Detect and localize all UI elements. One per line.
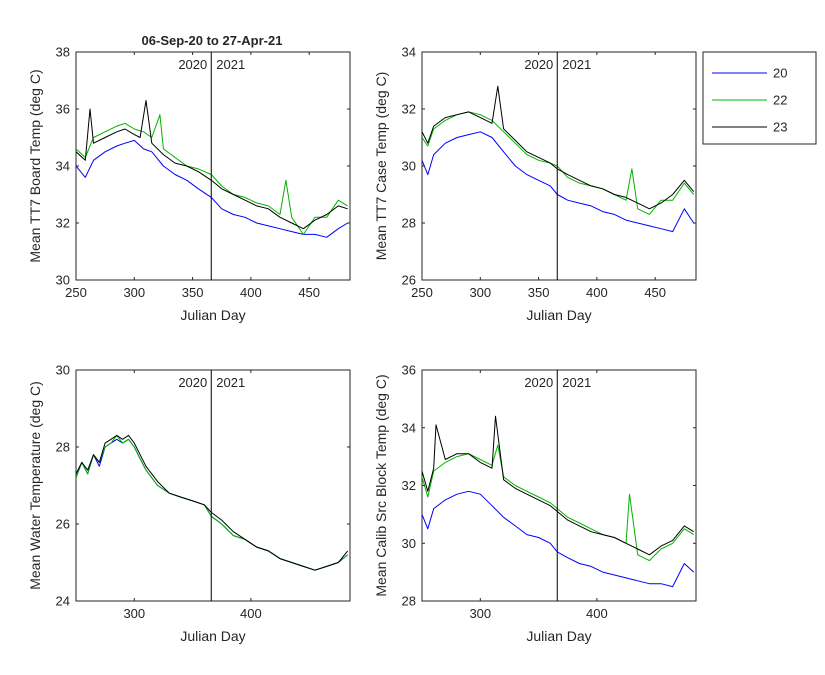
legend-entry-23: 23 (773, 120, 787, 135)
y-axis-label: Mean TT7 Case Temp (deg C) (373, 72, 389, 261)
subplot-4: 2020 2021 300 400 28 30 32 34 36 Julian Day Mean C… (373, 363, 697, 644)
subplot-2: 2020 2021 250 300 350 400 450 26 28 30 32 34 Julian … (373, 45, 697, 323)
year-label-2020: 2020 (524, 375, 553, 390)
y-tick-label: 34 (402, 420, 416, 435)
y-tick-label: 34 (402, 45, 416, 60)
year-label-2021: 2021 (216, 57, 245, 72)
y-tick-label: 30 (402, 536, 416, 551)
y-tick-label: 30 (56, 273, 70, 288)
series-line-22 (422, 444, 694, 562)
x-axis-label: Julian Day (526, 628, 591, 644)
y-tick-label: 32 (402, 478, 416, 493)
year-label-2020: 2020 (178, 375, 207, 390)
x-tick-label: 250 (65, 285, 87, 300)
legend-entry-20: 20 (773, 66, 787, 81)
y-tick-label: 26 (56, 517, 70, 532)
x-tick-label: 450 (298, 285, 320, 300)
axes-box (75, 369, 351, 602)
series-line-23 (76, 434, 349, 571)
axes-box (421, 51, 697, 281)
x-tick-label: 300 (469, 606, 491, 621)
y-axis-label: Mean Water Temperature (deg C) (27, 381, 43, 590)
y-tick-label: 24 (56, 594, 70, 609)
year-label-2020: 2020 (178, 57, 207, 72)
year-label-2020: 2020 (524, 57, 553, 72)
series-line-20 (422, 131, 695, 233)
axes-box (75, 51, 351, 281)
axes-box (421, 369, 697, 602)
y-tick-label: 34 (56, 159, 70, 174)
subplot-1: 2020 2021 250 300 350 400 450 30 32 34 36 38 Julian … (27, 45, 351, 323)
legend-entry-22: 22 (773, 93, 787, 108)
subplot-3: 2020 2021 300 400 24 26 28 30 Julian Day Mean Wat… (27, 363, 351, 644)
y-tick-label: 28 (402, 216, 416, 231)
x-tick-label: 250 (411, 285, 433, 300)
x-tick-label: 350 (528, 285, 550, 300)
x-tick-label: 450 (644, 285, 666, 300)
x-tick-label: 300 (123, 606, 145, 621)
series-line-23 (422, 415, 694, 556)
x-tick-label: 400 (240, 285, 262, 300)
y-tick-label: 28 (402, 594, 416, 609)
y-axis-label: Mean TT7 Board Temp (deg C) (27, 69, 43, 262)
x-tick-label: 400 (240, 606, 262, 621)
x-axis-label: Julian Day (180, 628, 245, 644)
series-line-20 (422, 490, 695, 588)
x-tick-label: 350 (182, 285, 204, 300)
x-tick-label: 300 (123, 285, 145, 300)
y-tick-label: 32 (56, 216, 70, 231)
x-axis-label: Julian Day (526, 307, 591, 323)
year-label-2021: 2021 (216, 375, 245, 390)
series-line-23 (422, 85, 695, 210)
x-tick-label: 300 (469, 285, 491, 300)
y-tick-label: 38 (56, 45, 70, 60)
figure-title: 06-Sep-20 to 27-Apr-21 (142, 33, 283, 48)
x-tick-label: 400 (586, 285, 608, 300)
series-line-20 (76, 139, 348, 238)
legend: 20 22 23 (702, 51, 817, 145)
x-axis-label: Julian Day (180, 307, 245, 323)
y-tick-label: 36 (402, 363, 416, 378)
y-tick-label: 32 (402, 102, 416, 117)
y-tick-label: 30 (56, 363, 70, 378)
y-axis-label: Mean Calib Src Block Temp (deg C) (373, 374, 389, 596)
y-tick-label: 26 (402, 273, 416, 288)
year-label-2021: 2021 (562, 57, 591, 72)
y-tick-label: 36 (56, 102, 70, 117)
legend-box (702, 51, 817, 145)
y-tick-label: 28 (56, 440, 70, 455)
series-line-23 (76, 100, 348, 230)
year-label-2021: 2021 (562, 375, 591, 390)
x-tick-label: 400 (586, 606, 608, 621)
y-tick-label: 30 (402, 159, 416, 174)
